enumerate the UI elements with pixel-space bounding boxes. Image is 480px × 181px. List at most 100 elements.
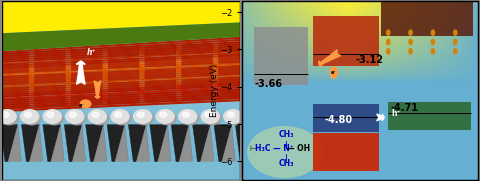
Polygon shape	[2, 78, 240, 92]
Text: — OH: — OH	[287, 144, 310, 153]
Circle shape	[409, 39, 412, 45]
Circle shape	[182, 112, 190, 117]
Polygon shape	[2, 73, 240, 88]
Polygon shape	[43, 125, 60, 169]
Polygon shape	[2, 47, 240, 63]
Polygon shape	[2, 39, 240, 55]
Polygon shape	[0, 87, 28, 97]
Circle shape	[70, 112, 76, 117]
Polygon shape	[145, 92, 176, 102]
Text: -4.80: -4.80	[325, 115, 353, 125]
Polygon shape	[107, 125, 125, 169]
Polygon shape	[145, 45, 176, 55]
Polygon shape	[2, 86, 240, 100]
Polygon shape	[72, 83, 102, 94]
Polygon shape	[2, 99, 240, 112]
Circle shape	[90, 111, 108, 125]
Polygon shape	[2, 90, 240, 104]
Polygon shape	[0, 63, 28, 74]
Polygon shape	[35, 73, 65, 84]
Text: e⁻: e⁻	[331, 70, 336, 75]
Circle shape	[66, 110, 84, 123]
Bar	[313, 104, 379, 132]
Polygon shape	[150, 125, 168, 169]
Polygon shape	[171, 125, 189, 169]
Polygon shape	[92, 125, 107, 169]
Circle shape	[386, 30, 390, 35]
Polygon shape	[241, 125, 257, 169]
Polygon shape	[2, 60, 240, 75]
Polygon shape	[214, 125, 232, 169]
Text: CH₃: CH₃	[278, 159, 294, 168]
Circle shape	[47, 112, 54, 117]
Polygon shape	[134, 125, 150, 169]
Circle shape	[137, 112, 144, 117]
Polygon shape	[2, 54, 240, 69]
Polygon shape	[2, 43, 240, 59]
Polygon shape	[198, 125, 214, 169]
Polygon shape	[182, 55, 213, 65]
Polygon shape	[145, 68, 176, 79]
Polygon shape	[0, 98, 28, 109]
Polygon shape	[70, 125, 85, 169]
Polygon shape	[0, 75, 28, 85]
Circle shape	[2, 112, 9, 117]
Polygon shape	[2, 82, 240, 96]
Polygon shape	[2, 97, 240, 110]
Circle shape	[205, 112, 212, 117]
Polygon shape	[218, 42, 250, 52]
Polygon shape	[235, 125, 253, 169]
Circle shape	[92, 112, 99, 117]
Text: ⊢: ⊢	[249, 144, 256, 153]
Polygon shape	[113, 125, 128, 169]
Polygon shape	[145, 57, 176, 67]
Text: -3.12: -3.12	[355, 54, 384, 64]
Polygon shape	[218, 77, 250, 87]
Polygon shape	[6, 125, 22, 169]
Polygon shape	[22, 125, 39, 169]
Polygon shape	[27, 125, 43, 169]
Circle shape	[431, 30, 434, 35]
Circle shape	[431, 49, 434, 54]
Polygon shape	[2, 84, 240, 98]
Polygon shape	[2, 88, 240, 102]
Bar	[254, 27, 308, 85]
Circle shape	[24, 112, 31, 117]
Polygon shape	[2, 22, 240, 51]
Polygon shape	[2, 67, 240, 81]
Polygon shape	[72, 60, 102, 70]
Circle shape	[180, 111, 199, 125]
Bar	[313, 133, 379, 171]
Polygon shape	[64, 125, 82, 169]
Circle shape	[111, 110, 129, 123]
Circle shape	[158, 111, 176, 125]
Polygon shape	[108, 70, 139, 80]
Circle shape	[80, 100, 91, 108]
Polygon shape	[2, 93, 240, 106]
Polygon shape	[2, 63, 240, 77]
Circle shape	[409, 49, 412, 54]
Polygon shape	[35, 85, 65, 95]
Polygon shape	[2, 71, 240, 86]
Text: CH₃: CH₃	[278, 130, 294, 139]
Circle shape	[409, 30, 412, 35]
Circle shape	[68, 111, 86, 125]
Polygon shape	[2, 37, 240, 53]
Circle shape	[0, 111, 18, 125]
Polygon shape	[182, 78, 213, 89]
Polygon shape	[108, 93, 139, 104]
Polygon shape	[2, 65, 240, 79]
Circle shape	[45, 111, 63, 125]
Polygon shape	[220, 125, 235, 169]
Text: e⁻: e⁻	[79, 103, 85, 108]
Circle shape	[454, 39, 457, 45]
Text: h⁺: h⁺	[87, 48, 96, 57]
Text: h⁺: h⁺	[392, 109, 401, 118]
Polygon shape	[2, 58, 240, 73]
Circle shape	[228, 112, 235, 117]
Bar	[381, 2, 473, 36]
Polygon shape	[182, 67, 213, 77]
Polygon shape	[2, 41, 240, 57]
Circle shape	[431, 39, 434, 45]
Text: -4.71: -4.71	[391, 103, 419, 113]
